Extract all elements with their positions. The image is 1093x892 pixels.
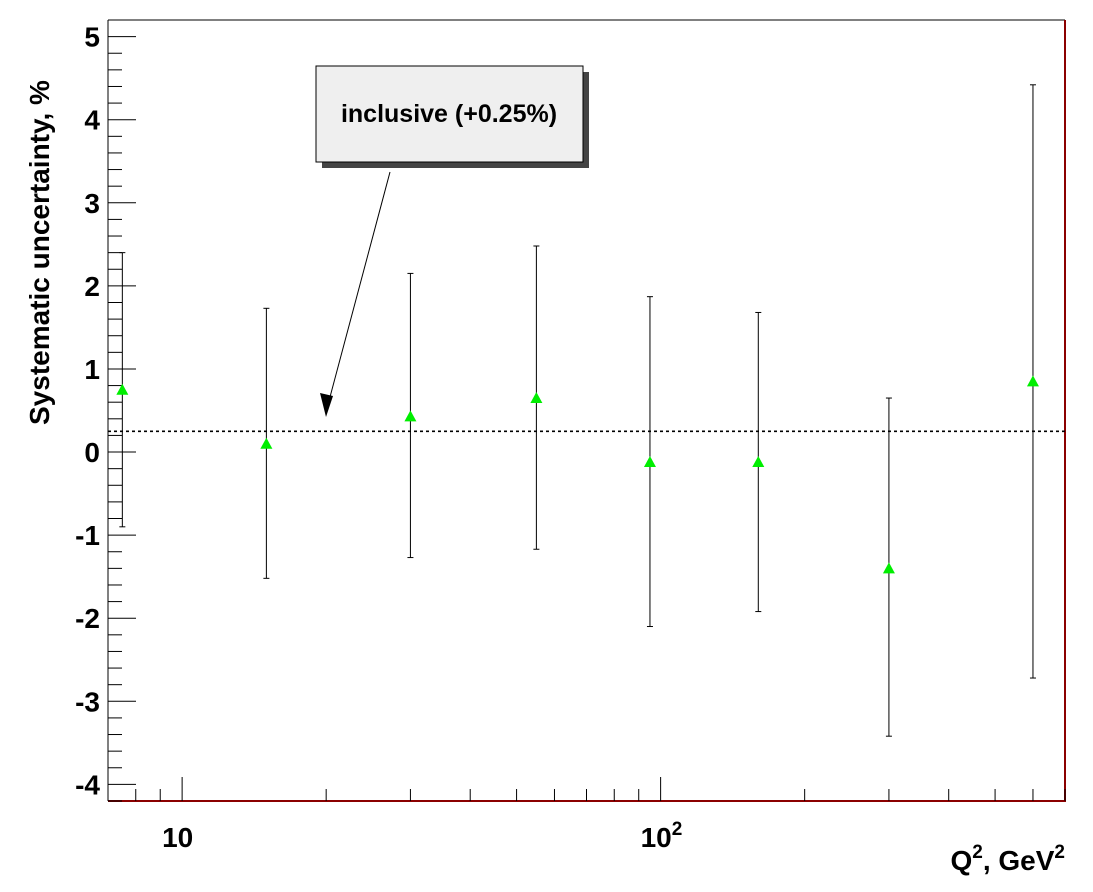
data-point	[882, 397, 895, 737]
data-point	[260, 307, 273, 579]
x-tick-label: 10	[162, 822, 193, 853]
y-tick-label: 5	[84, 22, 100, 53]
annotation-label: inclusive (+0.25%)	[341, 100, 557, 128]
data-point	[116, 252, 129, 528]
annotation-arrow-line	[325, 171, 391, 413]
data-point	[1026, 84, 1039, 679]
data-points	[116, 84, 1039, 737]
triangle-marker	[882, 562, 895, 574]
y-tick-label: -1	[75, 520, 100, 551]
triangle-marker	[1026, 375, 1039, 387]
y-tick-label: -2	[75, 603, 100, 634]
data-point	[530, 245, 543, 550]
data-point	[752, 311, 765, 613]
axis-labels: Systematic uncertainty, % Q2, GeV2	[24, 80, 1065, 876]
y-axis-title: Systematic uncertainty, %	[24, 80, 55, 425]
y-tick-label: 0	[84, 437, 100, 468]
x-tick-label: 102	[641, 819, 683, 853]
triangle-marker	[404, 410, 417, 422]
annotation-box	[315, 65, 584, 163]
y-tick-label: -3	[75, 686, 100, 717]
triangle-marker	[752, 456, 765, 468]
x-axis-title-q-exp: 2	[972, 842, 983, 863]
data-point	[643, 296, 656, 628]
annotation: inclusive (+0.25%)	[315, 65, 589, 417]
x-axis-title-unit: , GeV	[983, 845, 1055, 876]
triangle-marker	[643, 456, 656, 468]
triangle-marker	[116, 383, 129, 395]
triangle-marker	[260, 437, 273, 449]
data-point	[404, 272, 417, 559]
y-tick-label: -4	[75, 769, 100, 800]
x-axis-title-q: Q	[950, 845, 972, 876]
y-tick-label: 1	[84, 354, 100, 385]
y-tick-label: 3	[84, 188, 100, 219]
triangle-marker	[530, 392, 543, 404]
annotation-arrow-head	[320, 393, 333, 417]
x-axis-title-unit-exp: 2	[1054, 842, 1065, 863]
x-axis-title: Q2, GeV2	[950, 842, 1065, 876]
y-tick-label: 4	[84, 105, 100, 136]
y-tick-label: 2	[84, 271, 100, 302]
